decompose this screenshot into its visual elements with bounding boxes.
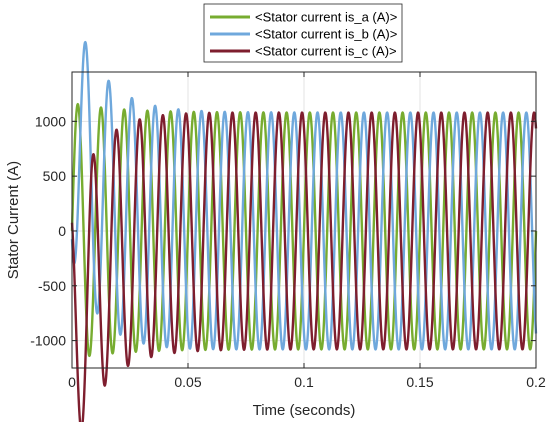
y-axis-label: Stator Current (A): [5, 161, 22, 279]
legend-label-c: <Stator current is_c (A)>: [255, 44, 397, 59]
legend-label-a: <Stator current is_a (A)>: [255, 10, 397, 25]
y-axis-ticks: -1000 -500 0 500 1000: [30, 113, 536, 349]
x-tick-label: 0.1: [294, 374, 314, 390]
series-line-c: [70, 111, 538, 422]
y-tick-label: 1000: [35, 113, 66, 129]
x-tick-label: 0.15: [406, 374, 433, 390]
legend: <Stator current is_a (A)> <Stator current…: [203, 3, 403, 63]
y-tick-label: 0: [58, 223, 66, 239]
series-lines: [70, 40, 538, 422]
legend-label-b: <Stator current is_b (A)>: [255, 27, 397, 42]
x-tick-label: 0.2: [526, 374, 546, 390]
x-axis-ticks: 0 0.05 0.1 0.15 0.2: [68, 72, 546, 390]
x-tick-label: 0.05: [174, 374, 201, 390]
y-tick-label: 500: [43, 168, 67, 184]
series-line-a: [70, 103, 538, 358]
y-tick-label: -1000: [30, 333, 66, 349]
x-tick-label: 0: [68, 374, 76, 390]
series-line-b: [70, 40, 538, 351]
y-tick-label: -500: [38, 278, 66, 294]
x-axis-label: Time (seconds): [253, 402, 356, 419]
